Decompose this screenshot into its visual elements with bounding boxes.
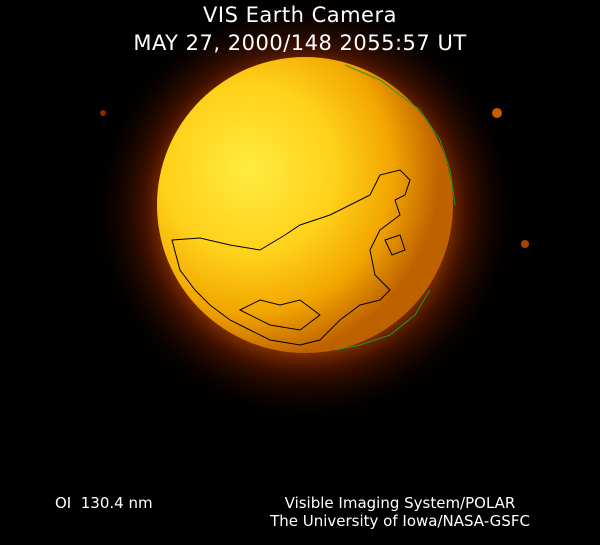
camera-title: VIS Earth Camera [203, 3, 397, 27]
star-glint [100, 110, 106, 116]
coastlines [171, 169, 411, 346]
credit-line-2: The University of Iowa/NASA-GSFC [270, 512, 530, 530]
star-glint [492, 108, 502, 118]
terminator-coastline [334, 64, 456, 351]
star-glint [521, 240, 529, 248]
credit-block: Visible Imaging System/POLAR The Univers… [250, 494, 550, 530]
timestamp: MAY 27, 2000/148 2055:57 UT [133, 31, 467, 55]
credit-line-1: Visible Imaging System/POLAR [284, 494, 516, 512]
wavelength-label: OI 130.4 nm [55, 494, 153, 512]
